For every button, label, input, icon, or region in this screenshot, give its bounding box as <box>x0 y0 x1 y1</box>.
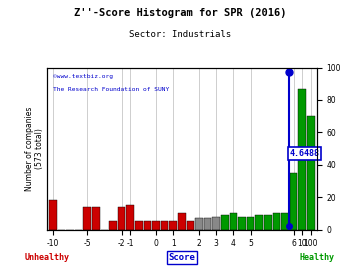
Bar <box>230 213 237 230</box>
Bar <box>247 217 255 230</box>
Bar <box>238 217 246 230</box>
Bar <box>126 205 134 229</box>
Bar <box>144 221 151 229</box>
Bar <box>273 213 280 230</box>
Bar <box>49 200 57 230</box>
Text: Healthy: Healthy <box>299 253 334 262</box>
Bar <box>212 217 220 230</box>
Bar <box>281 213 289 230</box>
Text: ©www.textbiz.org: ©www.textbiz.org <box>53 74 113 79</box>
Text: 4.6488: 4.6488 <box>290 149 320 158</box>
Bar <box>298 89 306 230</box>
Bar <box>152 221 160 229</box>
Text: Unhealthy: Unhealthy <box>24 253 69 262</box>
Bar <box>264 215 272 230</box>
Bar <box>186 221 194 229</box>
Bar <box>92 207 100 229</box>
Text: Sector: Industrials: Sector: Industrials <box>129 30 231 39</box>
Bar <box>109 221 117 229</box>
Bar <box>290 173 297 230</box>
Bar <box>178 213 186 230</box>
Bar <box>221 215 229 230</box>
Text: Score: Score <box>168 253 195 262</box>
Bar <box>169 221 177 229</box>
Bar <box>161 221 168 229</box>
Text: Z''-Score Histogram for SPR (2016): Z''-Score Histogram for SPR (2016) <box>74 8 286 18</box>
Bar <box>135 221 143 229</box>
Bar <box>84 207 91 229</box>
Bar <box>204 218 211 230</box>
Bar <box>255 215 263 230</box>
Bar <box>307 116 315 230</box>
Text: The Research Foundation of SUNY: The Research Foundation of SUNY <box>53 87 169 92</box>
Bar <box>118 207 126 229</box>
Bar <box>195 218 203 230</box>
Y-axis label: Number of companies
(573 total): Number of companies (573 total) <box>24 106 44 191</box>
